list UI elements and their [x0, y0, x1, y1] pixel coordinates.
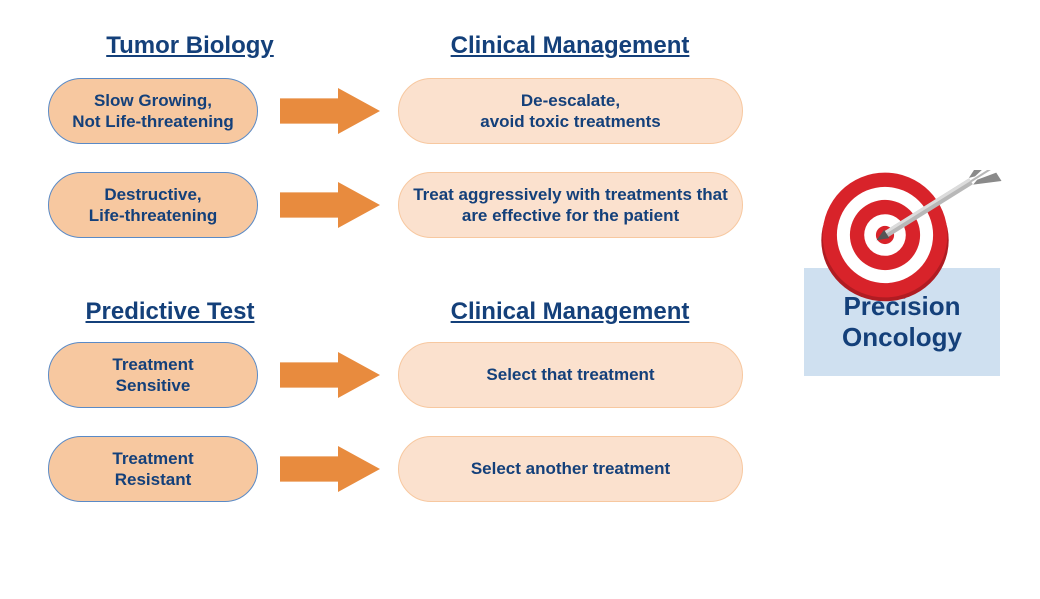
arrow-icon [280, 446, 380, 492]
target-icon [820, 170, 1010, 325]
pill-deescalate: De-escalate, avoid toxic treatments [398, 78, 743, 144]
heading-predictive-test: Predictive Test [70, 298, 270, 326]
pill-treatment-sensitive: Treatment Sensitive [48, 342, 258, 408]
pill-slow-growing: Slow Growing, Not Life-threatening [48, 78, 258, 144]
heading-clinical-mgmt-2: Clinical Management [430, 298, 710, 326]
pill-select-that: Select that treatment [398, 342, 743, 408]
pill-treatment-resistant: Treatment Resistant [48, 436, 258, 502]
pill-select-another: Select another treatment [398, 436, 743, 502]
heading-clinical-mgmt-1: Clinical Management [430, 32, 710, 60]
arrow-icon [280, 352, 380, 398]
arrow-icon [280, 182, 380, 228]
heading-tumor-biology: Tumor Biology [90, 32, 290, 60]
pill-destructive: Destructive, Life-threatening [48, 172, 258, 238]
pill-treat-aggressively: Treat aggressively with treatments that … [398, 172, 743, 238]
arrow-icon [280, 88, 380, 134]
